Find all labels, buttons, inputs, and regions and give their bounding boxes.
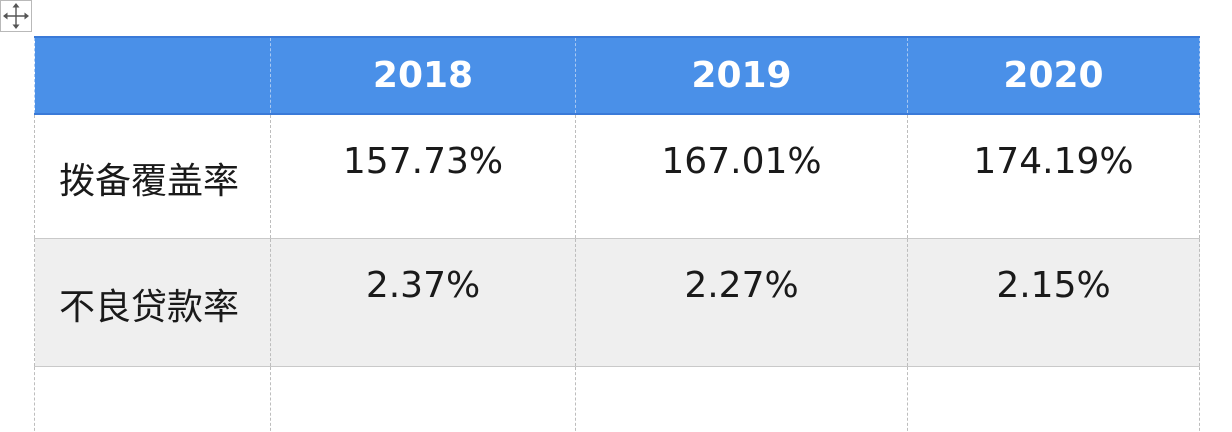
table-row: 不良贷款率 2.37% 2.27% 2.15%	[34, 238, 1200, 367]
table-row-empty	[34, 366, 1200, 432]
table-cell: 2.15%	[907, 238, 1200, 367]
row-label	[34, 366, 271, 432]
table-cell: 167.01%	[575, 114, 908, 239]
table-cell: 157.73%	[270, 114, 576, 239]
table-row: 拨备覆盖率 157.73% 167.01% 174.19%	[34, 114, 1200, 239]
table-cell: 174.19%	[907, 114, 1200, 239]
table-cell	[575, 366, 908, 432]
data-table: 2018 2019 2020 拨备覆盖率 157.73% 167.01% 174…	[34, 36, 1200, 432]
table-header-row: 2018 2019 2020	[34, 36, 1200, 115]
table-cell	[907, 366, 1200, 432]
data-table-container: 2018 2019 2020 拨备覆盖率 157.73% 167.01% 174…	[34, 36, 1200, 432]
header-cell-empty	[34, 36, 271, 115]
row-label: 不良贷款率	[34, 238, 271, 367]
table-cell: 2.37%	[270, 238, 576, 367]
table-move-handle[interactable]	[0, 0, 32, 32]
table-cell: 2.27%	[575, 238, 908, 367]
header-cell-2019: 2019	[575, 36, 908, 115]
header-cell-2018: 2018	[270, 36, 576, 115]
table-cell	[270, 366, 576, 432]
row-label: 拨备覆盖率	[34, 114, 271, 239]
move-arrows-icon	[3, 3, 29, 29]
header-cell-2020: 2020	[907, 36, 1200, 115]
